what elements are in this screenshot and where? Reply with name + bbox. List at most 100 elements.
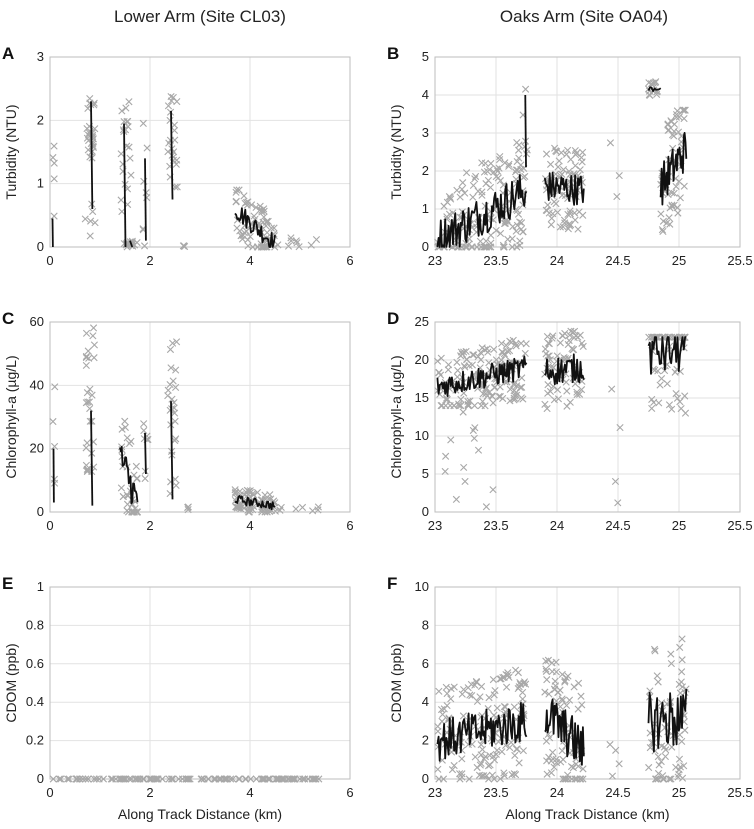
data-point — [117, 196, 125, 204]
data-point — [458, 690, 466, 698]
data-point — [660, 743, 668, 751]
data-point — [171, 136, 179, 144]
data-point — [506, 385, 514, 393]
data-point — [483, 772, 491, 780]
data-point — [477, 356, 485, 364]
data-point — [455, 402, 463, 410]
data-point — [166, 380, 174, 389]
data-point — [153, 775, 161, 783]
data-point — [178, 775, 187, 783]
data-point — [65, 775, 73, 783]
data-point — [501, 351, 509, 360]
series-line — [647, 336, 687, 375]
data-point — [548, 334, 556, 342]
data-point — [678, 668, 686, 676]
data-point — [574, 762, 582, 770]
data-point — [564, 146, 572, 154]
data-point — [496, 229, 505, 238]
data-point — [542, 665, 550, 673]
data-point — [141, 474, 149, 483]
y-tick-label: 0.4 — [26, 694, 44, 709]
mean-lines — [51, 101, 276, 248]
plot-frame — [49, 321, 351, 513]
data-point — [521, 143, 529, 151]
data-point — [606, 139, 615, 147]
data-point — [657, 699, 666, 707]
data-point — [676, 763, 684, 771]
y-tick-label: 0 — [422, 239, 429, 254]
data-point — [616, 424, 624, 432]
data-point — [118, 207, 126, 216]
series-line — [544, 353, 585, 386]
data-point — [478, 188, 486, 196]
data-point — [482, 503, 490, 511]
data-point — [459, 712, 468, 720]
series-line — [659, 132, 688, 206]
data-point — [459, 408, 467, 416]
x-tick-label: 23.5 — [483, 518, 508, 533]
data-point — [645, 333, 653, 341]
data-point — [167, 364, 175, 372]
data-point — [482, 237, 490, 245]
data-point — [125, 143, 133, 151]
x-tick-label: 23 — [428, 518, 442, 533]
data-point — [557, 149, 565, 157]
data-point — [648, 404, 656, 413]
data-point — [490, 711, 498, 719]
data-point — [677, 404, 685, 413]
data-point — [646, 687, 654, 695]
data-point — [680, 182, 688, 190]
data-point — [287, 775, 295, 783]
data-point — [232, 503, 241, 511]
data-point — [675, 680, 683, 688]
data-point — [667, 118, 675, 126]
data-point — [469, 181, 477, 190]
data-point — [500, 772, 509, 780]
data-point — [86, 404, 94, 413]
data-point — [613, 192, 621, 201]
data-point — [242, 227, 251, 235]
data-point — [611, 477, 620, 486]
x-tick-label: 6 — [346, 518, 353, 533]
data-point — [314, 503, 322, 511]
data-point — [435, 369, 443, 377]
data-point — [519, 695, 527, 703]
data-point — [469, 193, 477, 201]
data-point — [658, 226, 666, 234]
data-point — [292, 237, 300, 245]
data-point — [258, 506, 266, 514]
data-point — [510, 770, 518, 778]
data-point — [310, 775, 318, 783]
data-point — [90, 341, 99, 349]
data-point — [657, 375, 666, 383]
data-point — [459, 179, 467, 187]
data-point — [522, 340, 530, 348]
data-point — [84, 398, 92, 406]
scatter-markers — [49, 92, 321, 251]
data-point — [657, 210, 665, 218]
data-point — [441, 467, 449, 476]
data-point — [578, 701, 586, 709]
data-point — [514, 146, 523, 154]
data-point — [577, 692, 585, 700]
data-point — [465, 775, 473, 783]
y-tick-label: 25 — [415, 314, 429, 329]
data-point — [242, 489, 251, 497]
x-tick-label: 24 — [550, 253, 564, 268]
y-tick-label: 0 — [422, 771, 429, 786]
mean-lines — [52, 401, 276, 511]
series-line — [234, 495, 276, 511]
data-point — [259, 775, 267, 783]
data-point — [222, 775, 230, 783]
x-axis-label: Along Track Distance (km) — [505, 806, 669, 822]
data-point — [542, 667, 550, 675]
data-point — [461, 477, 469, 486]
data-point — [274, 241, 282, 249]
data-point — [261, 508, 269, 516]
data-point — [645, 91, 653, 99]
data-point — [477, 349, 485, 357]
data-point — [495, 164, 503, 172]
data-point — [49, 775, 57, 783]
x-tick-label: 23.5 — [483, 253, 508, 268]
